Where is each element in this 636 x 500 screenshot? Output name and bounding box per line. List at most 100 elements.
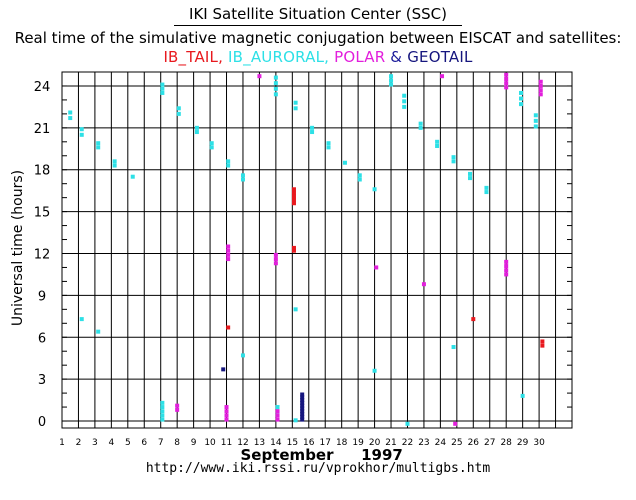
point-ib-tail bbox=[291, 201, 296, 206]
point-ib-auroral bbox=[68, 116, 73, 121]
x-tick-label: 29 bbox=[517, 438, 529, 448]
point-ib-auroral bbox=[405, 421, 410, 426]
point-geotail bbox=[300, 403, 305, 408]
x-tick-label: 23 bbox=[418, 438, 429, 448]
x-tick-label: 8 bbox=[174, 438, 180, 448]
chart-subtitle: Real time of the simulative magnetic con… bbox=[14, 29, 622, 47]
point-ib-tail bbox=[540, 339, 545, 344]
point-ib-auroral bbox=[310, 130, 315, 135]
point-ib-auroral bbox=[226, 159, 231, 164]
point-ib-auroral bbox=[194, 130, 199, 135]
x-tick-label: 3 bbox=[92, 438, 98, 448]
point-ib-auroral bbox=[176, 111, 181, 116]
point-polar bbox=[421, 282, 426, 287]
point-polar bbox=[275, 409, 280, 414]
point-polar bbox=[224, 417, 229, 422]
point-ib-tail bbox=[291, 197, 296, 202]
point-ib-auroral bbox=[176, 106, 181, 111]
point-ib-auroral bbox=[435, 139, 440, 144]
point-ib-auroral bbox=[130, 174, 135, 179]
point-ib-auroral bbox=[357, 177, 362, 182]
x-tick-label: 17 bbox=[319, 438, 330, 448]
point-ib-auroral bbox=[209, 145, 214, 150]
point-polar bbox=[257, 74, 262, 79]
point-polar bbox=[453, 421, 458, 426]
x-tick-label: 2 bbox=[76, 438, 82, 448]
point-ib-auroral bbox=[112, 163, 117, 168]
point-ib-auroral bbox=[533, 118, 538, 123]
y-tick-label: 15 bbox=[34, 206, 51, 221]
title-underline bbox=[174, 25, 462, 26]
point-polar bbox=[226, 257, 231, 262]
plot-frame bbox=[61, 71, 573, 429]
point-ib-auroral bbox=[240, 353, 245, 358]
point-polar bbox=[538, 79, 543, 84]
x-tick-label: 1 bbox=[59, 438, 65, 448]
point-ib-auroral bbox=[160, 417, 165, 422]
point-ib-auroral bbox=[112, 159, 117, 164]
y-axis-label: Universal time (hours) bbox=[10, 170, 26, 326]
y-tick-label: 21 bbox=[34, 122, 51, 137]
x-tick-label: 13 bbox=[254, 438, 265, 448]
x-tick-label: 24 bbox=[435, 438, 447, 448]
point-ib-auroral bbox=[160, 400, 165, 405]
x-tick-label: 6 bbox=[141, 438, 147, 448]
point-ib-auroral bbox=[273, 86, 278, 91]
point-polar bbox=[175, 403, 180, 408]
point-ib-auroral bbox=[226, 163, 231, 168]
point-polar bbox=[224, 413, 229, 418]
x-tick-label: 12 bbox=[237, 438, 248, 448]
x-tick-label: 16 bbox=[303, 438, 315, 448]
point-ib-auroral bbox=[357, 173, 362, 178]
point-polar bbox=[273, 252, 278, 257]
x-tick-label: 15 bbox=[287, 438, 298, 448]
legend-item: IB_TAIL, bbox=[163, 48, 224, 66]
point-ib-auroral bbox=[519, 102, 523, 107]
x-axis-label-year: 1997 bbox=[361, 446, 403, 464]
point-polar bbox=[224, 409, 229, 414]
chart-title: IKI Satellite Situation Center (SSC) bbox=[189, 5, 447, 23]
point-polar bbox=[226, 244, 231, 249]
point-ib-auroral bbox=[402, 93, 407, 98]
x-tick-label: 28 bbox=[500, 438, 512, 448]
point-polar bbox=[374, 265, 379, 270]
point-ib-auroral bbox=[160, 82, 165, 87]
point-polar bbox=[273, 257, 278, 262]
point-ib-auroral bbox=[533, 113, 538, 118]
point-ib-auroral bbox=[160, 405, 165, 410]
point-ib-auroral bbox=[372, 368, 377, 373]
point-geotail bbox=[300, 398, 305, 403]
point-polar bbox=[275, 417, 280, 422]
x-tick-label: 4 bbox=[108, 438, 114, 448]
point-ib-tail bbox=[471, 317, 476, 322]
point-ib-auroral bbox=[389, 74, 394, 79]
x-tick-label: 5 bbox=[125, 438, 131, 448]
point-ib-auroral bbox=[451, 159, 456, 164]
point-ib-auroral bbox=[389, 82, 394, 87]
y-tick-label: 6 bbox=[38, 331, 46, 346]
x-tick-label: 30 bbox=[533, 438, 545, 448]
point-polar bbox=[504, 264, 509, 269]
point-ib-auroral bbox=[519, 96, 523, 101]
point-ib-auroral bbox=[293, 100, 298, 105]
point-ib-auroral bbox=[275, 405, 280, 410]
point-ib-auroral bbox=[310, 125, 315, 130]
x-tick-label: 11 bbox=[221, 438, 232, 448]
point-ib-auroral bbox=[160, 90, 165, 95]
x-tick-label: 9 bbox=[191, 438, 197, 448]
point-ib-auroral bbox=[326, 145, 331, 150]
x-tick-label: 26 bbox=[468, 438, 480, 448]
x-tick-label: 27 bbox=[484, 438, 495, 448]
point-polar bbox=[275, 413, 280, 418]
point-ib-tail bbox=[291, 248, 296, 253]
point-polar bbox=[504, 85, 509, 90]
legend-item: POLAR bbox=[329, 48, 386, 66]
y-tick-label: 9 bbox=[38, 289, 46, 304]
point-polar bbox=[504, 72, 509, 77]
point-ib-auroral bbox=[389, 78, 394, 83]
point-polar bbox=[538, 83, 543, 88]
x-tick-label: 18 bbox=[336, 438, 348, 448]
point-ib-auroral bbox=[209, 141, 214, 146]
point-geotail bbox=[300, 417, 305, 422]
point-geotail bbox=[221, 367, 226, 372]
